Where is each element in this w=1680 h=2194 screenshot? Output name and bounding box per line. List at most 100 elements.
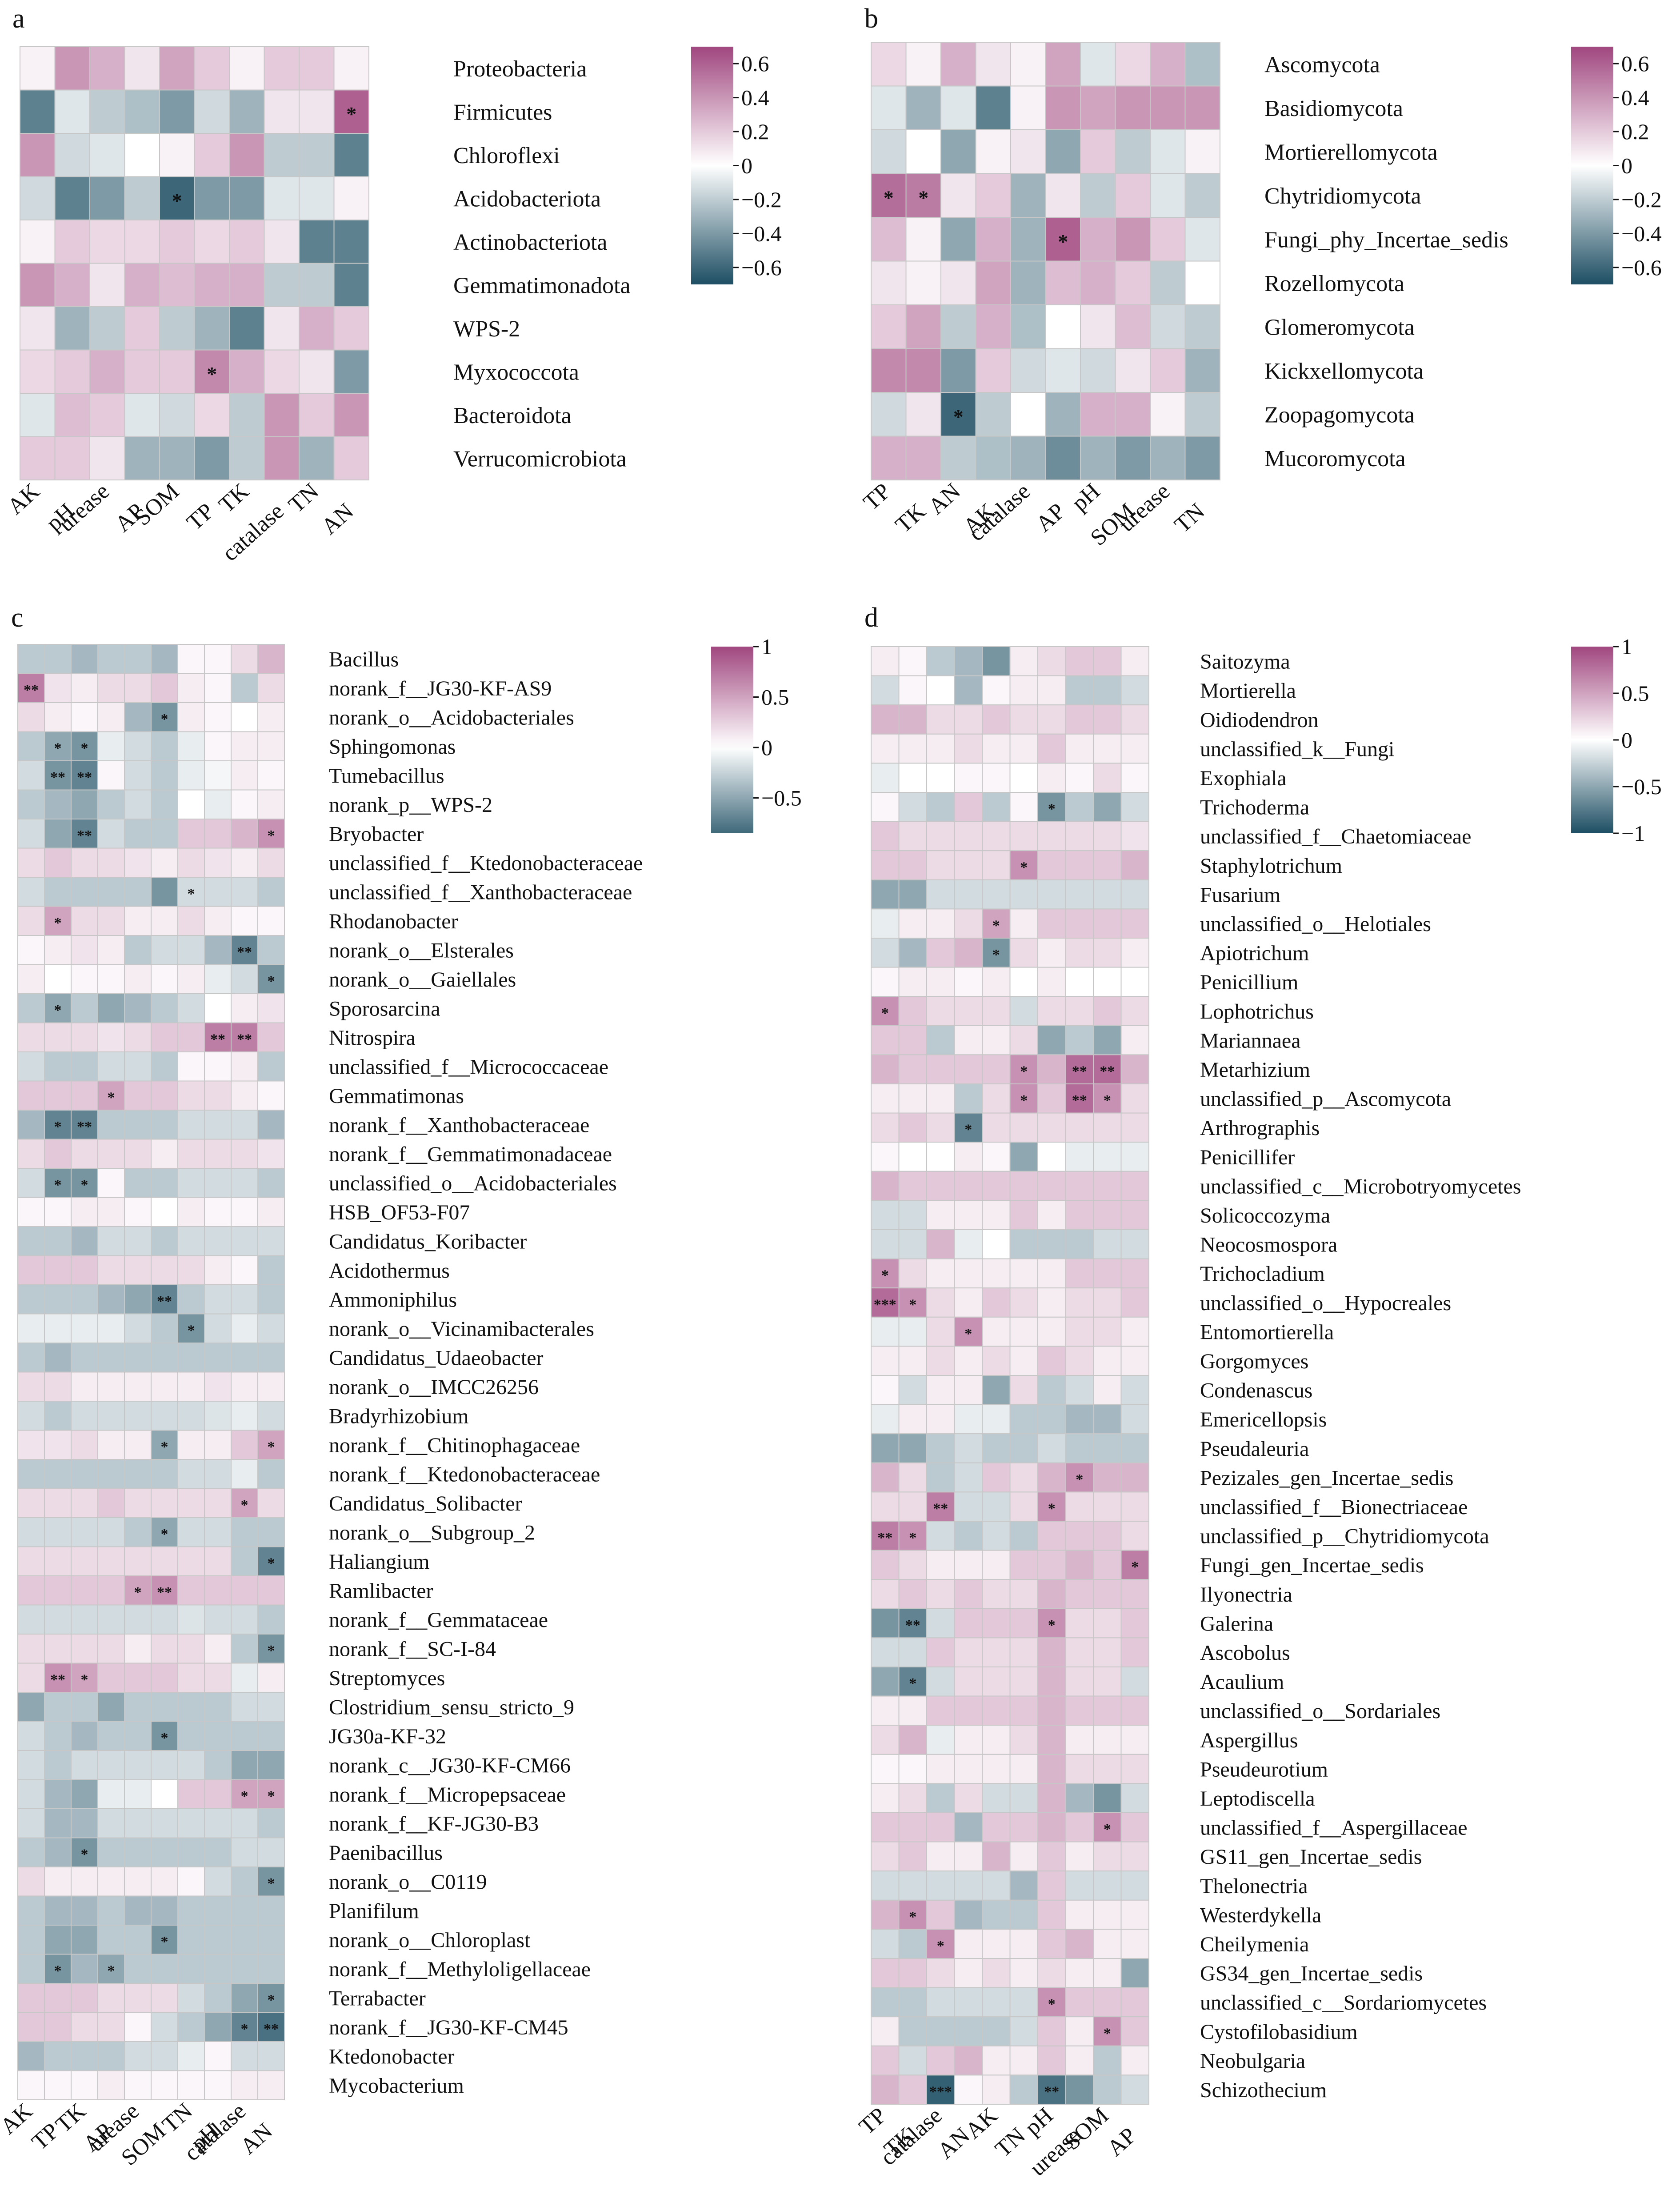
heatmap-cell <box>871 938 900 968</box>
row-label: norank_f__Ktedonobacteraceae <box>329 1463 600 1487</box>
row-label: unclassified_c__Microbotryomycetes <box>1200 1175 1521 1198</box>
heatmap-cell <box>229 349 265 394</box>
heatmap-cell <box>1120 1550 1149 1580</box>
heatmap-cell <box>982 1987 1011 2018</box>
heatmap-cell <box>954 1958 983 1988</box>
heatmap-cell <box>898 2016 927 2046</box>
column-label: TP <box>859 479 896 516</box>
heatmap-cell <box>1009 1025 1038 1055</box>
heatmap-cell <box>1065 1521 1094 1551</box>
heatmap-cell <box>124 263 160 307</box>
heatmap-cell <box>982 1025 1011 1055</box>
heatmap-cell <box>871 996 900 1026</box>
heatmap-cell <box>1150 42 1186 87</box>
column-label: TK <box>214 478 254 518</box>
heatmap-cell <box>20 436 56 480</box>
heatmap-cell <box>1009 1812 1038 1842</box>
heatmap-cell <box>44 819 72 849</box>
row-label: unclassified_f__Micrococcaceae <box>329 1055 608 1079</box>
heatmap-cell <box>177 2041 205 2071</box>
heatmap-cell <box>1037 1375 1066 1405</box>
heatmap-cell <box>1037 879 1066 910</box>
heatmap-cell <box>1009 2045 1038 2076</box>
heatmap-cell <box>982 1725 1011 1755</box>
heatmap-cell <box>1115 260 1151 305</box>
heatmap-cell <box>982 1666 1011 1697</box>
heatmap-cell <box>898 1579 927 1609</box>
heatmap-cell <box>194 46 230 91</box>
heatmap-cell <box>44 1401 72 1431</box>
heatmap-cell <box>871 908 900 939</box>
heatmap-cell <box>71 877 98 907</box>
heatmap-cell <box>954 1550 983 1580</box>
heatmap-cell <box>44 1662 72 1693</box>
significance-star: * <box>207 363 217 385</box>
heatmap-cell <box>124 1692 152 1722</box>
heatmap-cell <box>124 1343 152 1373</box>
heatmap-cell <box>1065 1579 1094 1609</box>
heatmap-cell <box>898 2074 927 2105</box>
heatmap-cell <box>204 1197 232 1227</box>
heatmap-cell <box>204 1284 232 1315</box>
panel-d-fungal-genera-heatmap: d****** ** *** ** ****** ***** *** **** ********… <box>854 603 1661 2181</box>
heatmap-cell <box>177 731 205 761</box>
heatmap-cell <box>151 2012 178 2042</box>
row-label: Entomortierella <box>1200 1320 1334 1344</box>
heatmap-cell <box>1065 1666 1094 1697</box>
heatmap-cell <box>1009 1200 1038 1230</box>
heatmap-cell <box>71 1692 98 1722</box>
heatmap-cell <box>898 996 927 1026</box>
row-label: Pseudaleuria <box>1200 1437 1309 1461</box>
row-label: Proteobacteria <box>453 56 587 82</box>
heatmap-cell <box>97 1255 125 1285</box>
heatmap-cell <box>975 85 1011 130</box>
heatmap-cell <box>1184 85 1220 130</box>
heatmap-cells <box>20 46 369 480</box>
heatmap-cell <box>231 1895 258 1926</box>
heatmap-cell <box>1009 850 1038 880</box>
panel-label-b: b <box>864 4 878 34</box>
heatmap-cell <box>1065 1200 1094 1230</box>
column-label: TN <box>1170 499 1210 538</box>
heatmap-cell <box>97 1837 125 1867</box>
heatmap-cell <box>71 847 98 878</box>
heatmap-cell <box>1150 348 1186 393</box>
heatmap-cell <box>1009 1112 1038 1143</box>
heatmap-cell <box>333 306 369 351</box>
heatmap-cell <box>124 760 152 791</box>
heatmap-cell <box>954 1521 983 1551</box>
heatmap-cell <box>44 1837 72 1867</box>
row-label: Mariannaea <box>1200 1029 1301 1052</box>
heatmap-cell <box>264 133 300 177</box>
column-label: TN <box>284 479 324 518</box>
heatmap-cell <box>231 673 258 703</box>
heatmap-cell <box>204 789 232 819</box>
heatmap-cell <box>1009 938 1038 968</box>
heatmap-cell <box>264 46 300 91</box>
row-label: Gemmatimonadota <box>453 273 631 298</box>
heatmap-cell <box>17 1139 45 1169</box>
heatmap-cell <box>231 2012 258 2042</box>
row-label: Firmicutes <box>453 100 552 125</box>
heatmap-cell <box>1065 1258 1094 1289</box>
heatmap-cell <box>871 173 907 218</box>
heatmap-cell <box>1120 996 1149 1026</box>
heatmap-cell <box>1093 1200 1122 1230</box>
heatmap-cell <box>1009 1725 1038 1755</box>
heatmap-cell <box>982 2016 1011 2046</box>
heatmap-cell <box>1093 1695 1122 1726</box>
heatmap-cell <box>1009 792 1038 822</box>
significance-markers: ****************************************… <box>874 801 1139 2100</box>
heatmap-cell <box>1093 1112 1122 1143</box>
significance-star: * <box>1048 801 1056 817</box>
heatmap-cell <box>177 1343 205 1373</box>
heatmap-cell <box>299 263 335 307</box>
heatmap-cell <box>44 1750 72 1780</box>
heatmap-cell <box>204 1895 232 1926</box>
heatmap-cell <box>299 436 335 480</box>
panel-a-bacterial-phyla-heatmap: a * * * Proteobacteria Firmicutes Chloroflexi A… <box>3 4 782 566</box>
heatmap-cell <box>871 1695 900 1726</box>
heatmap-cell <box>151 1692 178 1722</box>
heatmap-cell <box>926 1841 955 1872</box>
row-label: unclassified_p__Ascomycota <box>1200 1087 1451 1111</box>
